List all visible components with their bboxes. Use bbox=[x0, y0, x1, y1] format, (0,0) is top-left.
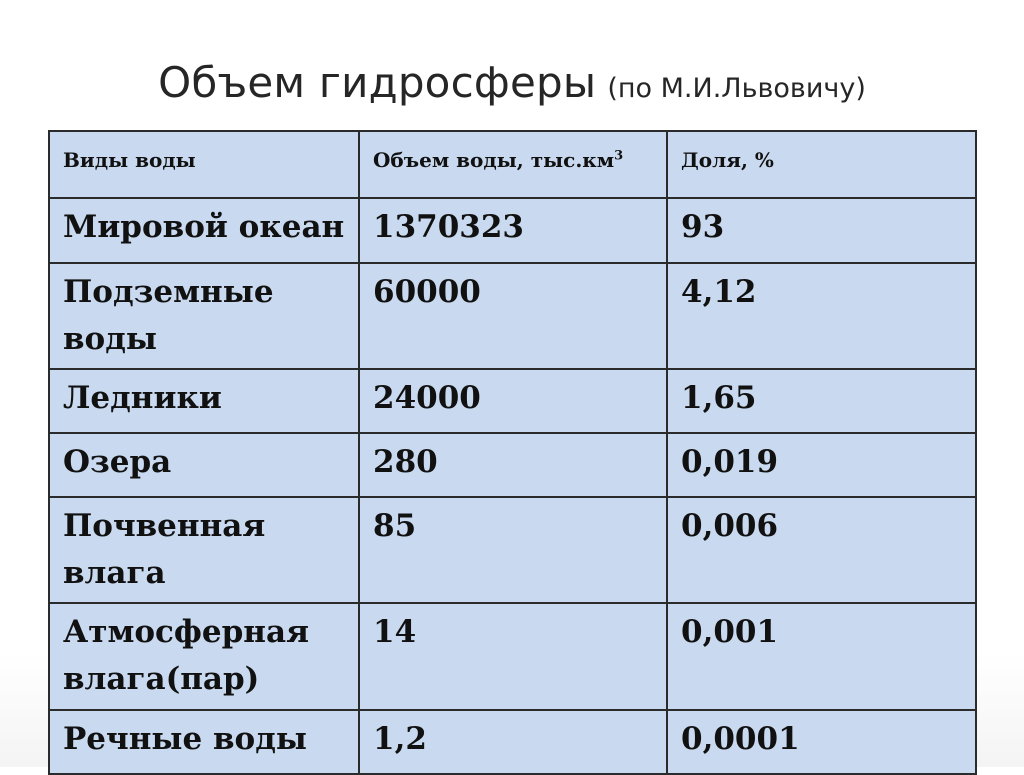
header-volume-label: Объем воды, тыс.км bbox=[373, 148, 615, 172]
cell-volume: 280 bbox=[358, 432, 668, 498]
cell-share: 1,65 bbox=[666, 368, 977, 434]
cell-share: 4,12 bbox=[666, 262, 977, 370]
table-row: Ледники 24000 1,65 bbox=[48, 368, 977, 434]
cell-volume: 14 bbox=[358, 602, 668, 711]
cell-water-type: Почвенная влага bbox=[48, 496, 360, 604]
header-volume-unit-exponent: 3 bbox=[614, 148, 624, 164]
cell-water-type: Ледники bbox=[48, 368, 360, 434]
table-row: Подземные воды 60000 4,12 bbox=[48, 262, 977, 370]
cell-water-type: Атмосферная влага(пар) bbox=[48, 602, 360, 711]
header-share-label: Доля, % bbox=[681, 148, 774, 172]
cell-share: 0,0001 bbox=[666, 709, 977, 775]
cell-volume: 60000 bbox=[358, 262, 668, 370]
cell-volume: 24000 bbox=[358, 368, 668, 434]
cell-share: 0,006 bbox=[666, 496, 977, 604]
cell-volume: 85 bbox=[358, 496, 668, 604]
table-row: Почвенная влага 85 0,006 bbox=[48, 496, 977, 604]
table-row: Речные воды 1,2 0,0001 bbox=[48, 709, 977, 775]
table-header-row: Виды воды Объем воды, тыс.км3 Доля, % bbox=[48, 130, 977, 199]
cell-water-type: Подземные воды bbox=[48, 262, 360, 370]
cell-water-type: Речные воды bbox=[48, 709, 360, 775]
hydrosphere-table: Виды воды Объем воды, тыс.км3 Доля, % Ми… bbox=[48, 130, 977, 775]
slide-title: Объем гидросферы (по М.И.Львовичу) bbox=[0, 62, 1024, 104]
table-row: Мировой океан 1370323 93 bbox=[48, 197, 977, 264]
header-volume: Объем воды, тыс.км3 bbox=[358, 130, 668, 199]
header-water-type: Виды воды bbox=[48, 130, 360, 199]
cell-share: 0,019 bbox=[666, 432, 977, 498]
table-row: Озера 280 0,019 bbox=[48, 432, 977, 498]
cell-volume: 1,2 bbox=[358, 709, 668, 775]
cell-water-type: Мировой океан bbox=[48, 197, 360, 264]
cell-share: 0,001 bbox=[666, 602, 977, 711]
table-row: Атмосферная влага(пар) 14 0,001 bbox=[48, 602, 977, 711]
title-subtitle: (по М.И.Львовичу) bbox=[607, 73, 866, 104]
header-water-type-label: Виды воды bbox=[63, 148, 196, 172]
cell-water-type: Озера bbox=[48, 432, 360, 498]
header-share: Доля, % bbox=[666, 130, 977, 199]
cell-volume: 1370323 bbox=[358, 197, 668, 264]
cell-share: 93 bbox=[666, 197, 977, 264]
title-main: Объем гидросферы bbox=[158, 58, 597, 107]
